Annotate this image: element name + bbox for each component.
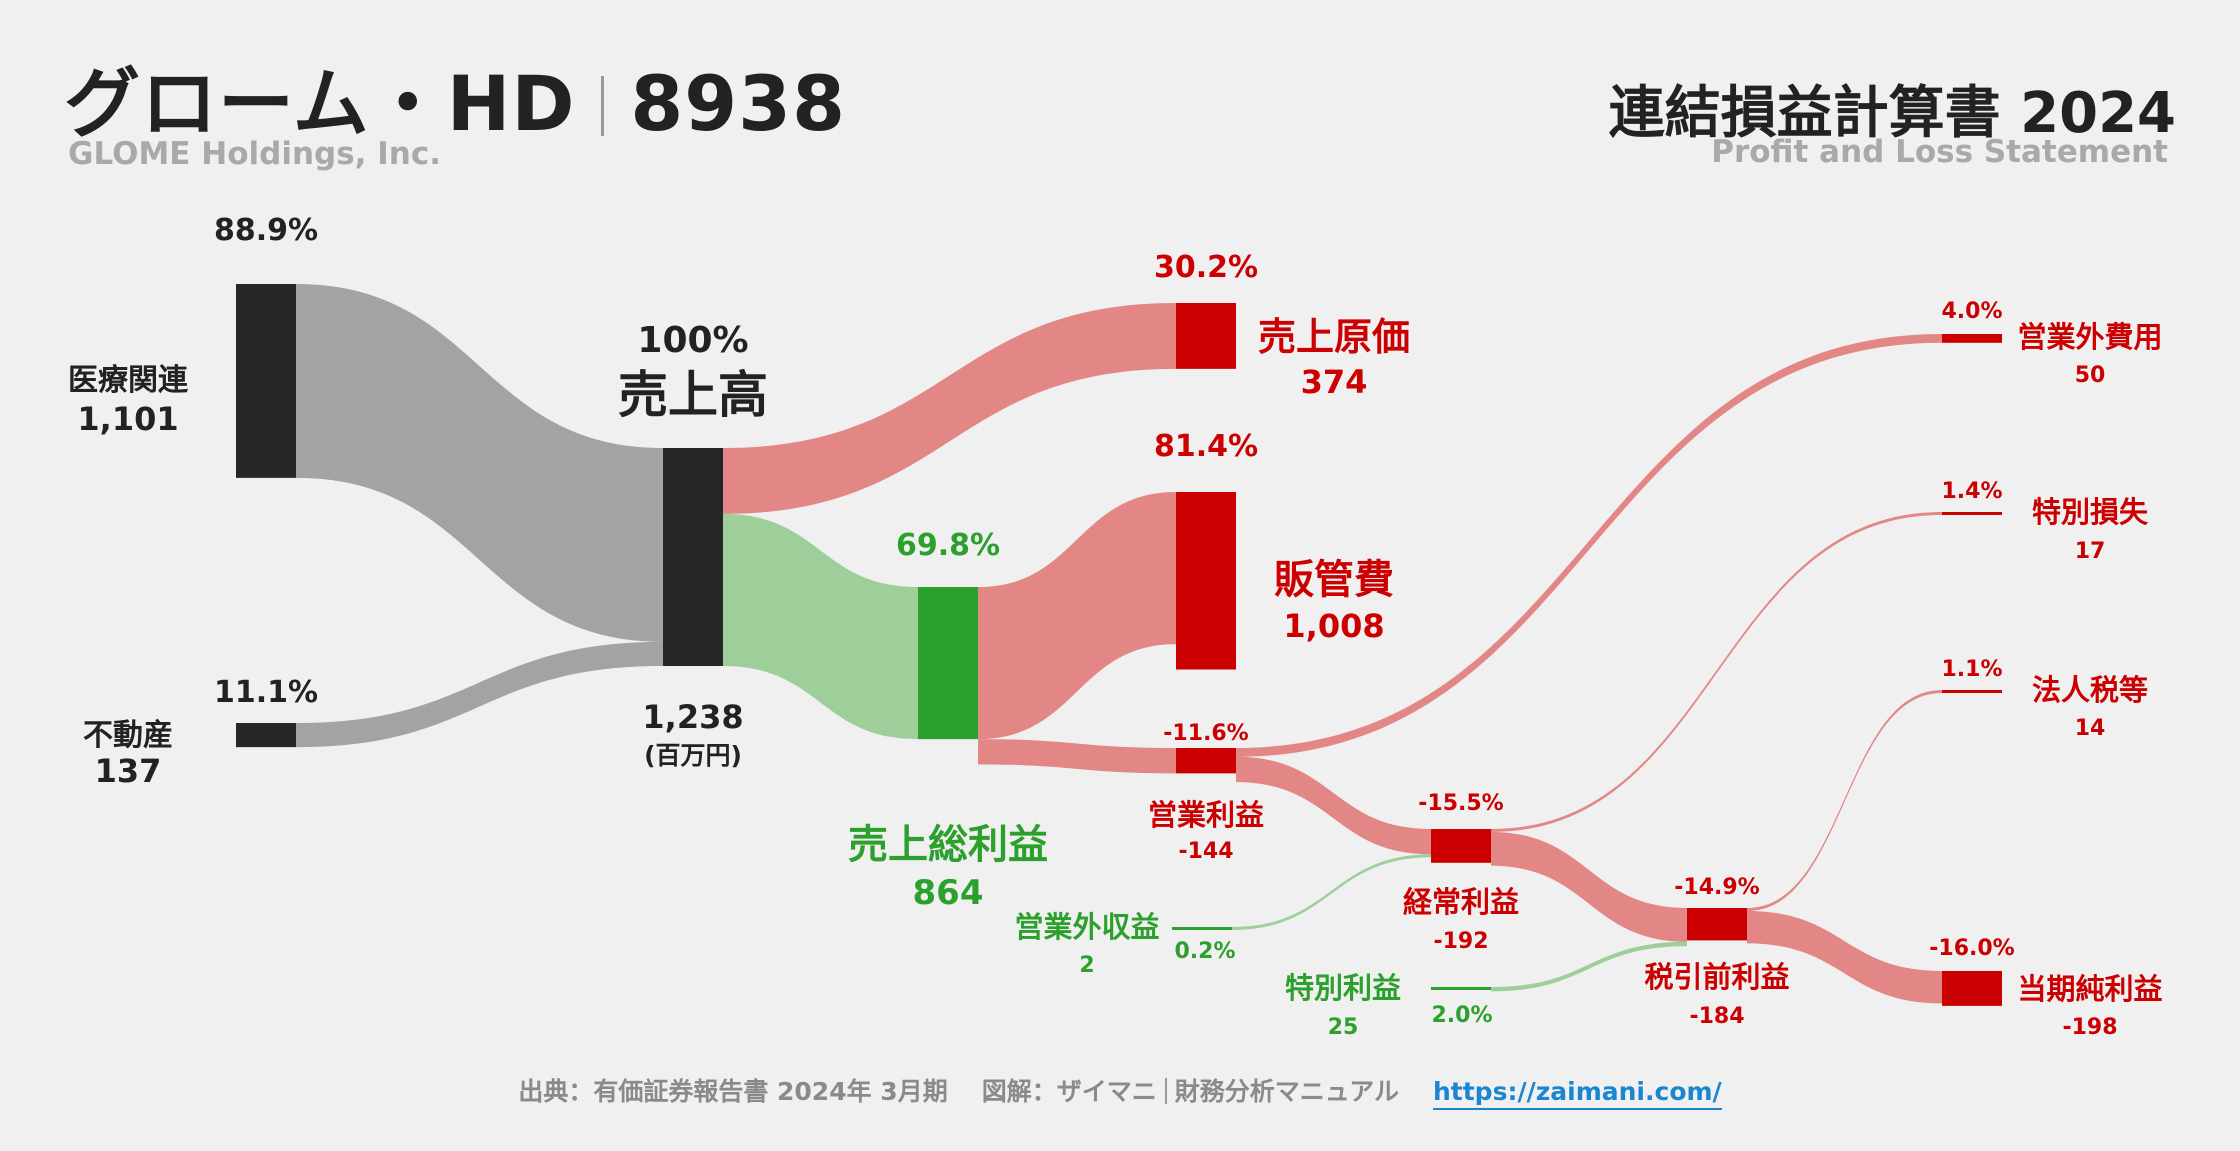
value-label-net: -198 <box>2062 1015 2117 1040</box>
link-gross-op <box>978 739 1176 774</box>
footer-site-name: 財務分析マニュアル <box>1174 1077 1399 1106</box>
company-name: グローム・HD <box>64 59 576 148</box>
link-pretax-net <box>1747 911 1942 1004</box>
link-revenue-cogs <box>723 303 1176 514</box>
link-nonop_inc-ordinary <box>1232 854 1431 930</box>
link-gross-sga <box>978 492 1176 740</box>
node-op <box>1176 748 1236 774</box>
node-medical <box>236 284 296 478</box>
footer-diagram-by: 図解：ザイマニ <box>981 1077 1157 1106</box>
footer-url-link[interactable]: https://zaimani.com/ <box>1432 1077 1722 1110</box>
pct-label-gross: 69.8% <box>896 528 1000 563</box>
value-label-sga: 1,008 <box>1283 607 1384 645</box>
value-label-extra_gain: 25 <box>1328 1015 1359 1040</box>
node-net <box>1942 971 2002 1006</box>
name-label-extra_loss: 特別損失 <box>2032 495 2149 529</box>
pct-label-sga: 81.4% <box>1154 429 1258 464</box>
node-ordinary <box>1431 829 1491 863</box>
value-label-tax: 14 <box>2075 716 2106 741</box>
pct-label-op: -11.6% <box>1163 721 1248 746</box>
node-gross <box>918 587 978 740</box>
statement-title: 連結損益計算書 2024 <box>1608 81 2176 146</box>
link-medical-revenue <box>296 284 663 642</box>
name-label-op: 営業利益 <box>1148 798 1264 832</box>
node-extra_loss <box>1942 512 2002 515</box>
name-label-sga: 販管費 <box>1274 557 1394 603</box>
pct-label-cogs: 30.2% <box>1154 250 1258 285</box>
link-extra_gain-pretax <box>1491 941 1687 992</box>
value-label-medical: 1,101 <box>77 400 178 438</box>
value-label-nonop_exp: 50 <box>2075 363 2106 388</box>
value-label-op: -144 <box>1178 839 1233 864</box>
node-sga <box>1176 492 1236 670</box>
name-label-realestate: 不動産 <box>83 718 173 753</box>
pct-label-medical: 88.9% <box>214 213 318 248</box>
value-label-extra_loss: 17 <box>2075 539 2106 564</box>
node-tax <box>1942 690 2002 693</box>
ticker-code: 8938 <box>630 59 846 148</box>
company-name-en: GLOME Holdings, Inc. <box>68 136 441 172</box>
pct-label-revenue: 100% <box>637 320 748 361</box>
footer: 出典：有価証券報告書 2024年 3月期 図解：ザイマニ 財務分析マニュアル http… <box>0 1072 2240 1110</box>
node-revenue <box>663 448 723 666</box>
value-label-cogs: 374 <box>1301 363 1368 401</box>
title-separator <box>601 76 605 136</box>
footer-divider <box>1164 1078 1167 1104</box>
link-realestate-revenue <box>296 641 663 748</box>
name-label-pretax: 税引前利益 <box>1644 960 1789 994</box>
link-ordinary-pretax <box>1491 832 1687 942</box>
link-ordinary-extra_loss <box>1491 512 1942 832</box>
pct-label-tax: 1.1% <box>1941 657 2002 682</box>
name-label-tax: 法人税等 <box>2032 673 2148 707</box>
company-title: グローム・HD 8938 <box>64 42 846 152</box>
node-nonop_exp <box>1942 334 2002 343</box>
link-op-ordinary <box>1236 756 1431 855</box>
node-extra_gain <box>1431 987 1491 990</box>
value-label-nonop_inc: 2 <box>1079 953 1094 978</box>
link-pretax-tax <box>1747 690 1942 911</box>
link-revenue-gross <box>723 513 918 740</box>
name-label-nonop_inc: 営業外収益 <box>1014 910 1159 944</box>
sankey-nodes <box>236 284 2002 1006</box>
pct-label-nonop_inc: 0.2% <box>1174 939 1235 964</box>
pct-label-realestate: 11.1% <box>214 675 318 710</box>
value-label-revenue: 1,238 <box>642 698 743 736</box>
statement-subtitle: Profit and Loss Statement <box>1711 134 2168 170</box>
name-label-ordinary: 経常利益 <box>1403 885 1519 919</box>
pct-label-extra_loss: 1.4% <box>1941 479 2002 504</box>
node-pretax <box>1687 908 1747 941</box>
value-label-realestate: 137 <box>95 752 162 790</box>
name-label-nonop_exp: 営業外費用 <box>2017 320 2162 354</box>
node-realestate <box>236 723 296 748</box>
pct-label-net: -16.0% <box>1929 936 2014 961</box>
pct-label-extra_gain: 2.0% <box>1431 1003 1492 1028</box>
footer-source: 出典：有価証券報告書 2024年 3月期 <box>518 1077 948 1106</box>
name-label-revenue: 売上高 <box>618 366 768 424</box>
pct-label-nonop_exp: 4.0% <box>1941 299 2002 324</box>
name-label-extra_gain: 特別利益 <box>1285 971 1401 1005</box>
name-label-net: 当期純利益 <box>2017 972 2162 1006</box>
name-label-gross: 売上総利益 <box>848 822 1048 868</box>
value-label-gross: 864 <box>913 873 984 913</box>
unit-label: (百万円) <box>644 741 742 770</box>
pct-label-ordinary: -15.5% <box>1418 791 1503 816</box>
value-label-pretax: -184 <box>1689 1004 1744 1029</box>
sankey-links <box>296 284 1942 1004</box>
value-label-ordinary: -192 <box>1433 929 1488 954</box>
name-label-cogs: 売上原価 <box>1258 315 1410 359</box>
node-nonop_inc <box>1172 927 1232 930</box>
name-label-medical: 医療関連 <box>68 363 189 398</box>
node-cogs <box>1176 303 1236 369</box>
link-op-nonop_exp <box>1236 334 1942 757</box>
pct-label-pretax: -14.9% <box>1674 875 1759 900</box>
